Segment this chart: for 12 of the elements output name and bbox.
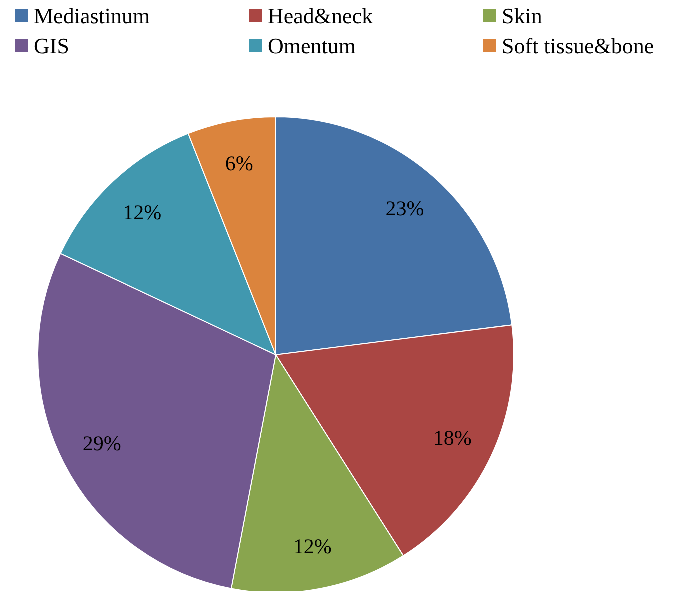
data-label: 12% <box>293 534 332 559</box>
legend-label: Omentum <box>268 34 356 58</box>
data-label: 29% <box>82 432 122 456</box>
data-label: 6% <box>225 151 254 176</box>
data-label: 23% <box>386 196 424 221</box>
legend-label: GIS <box>34 34 70 58</box>
legend-label: Soft tissue&bone <box>502 34 654 58</box>
legend-label: Head&neck <box>268 4 374 28</box>
legend-label: Mediastinum <box>34 4 150 28</box>
data-label: 18% <box>433 426 472 450</box>
legend-label: Skin <box>502 4 542 28</box>
data-label: 12% <box>123 200 162 225</box>
